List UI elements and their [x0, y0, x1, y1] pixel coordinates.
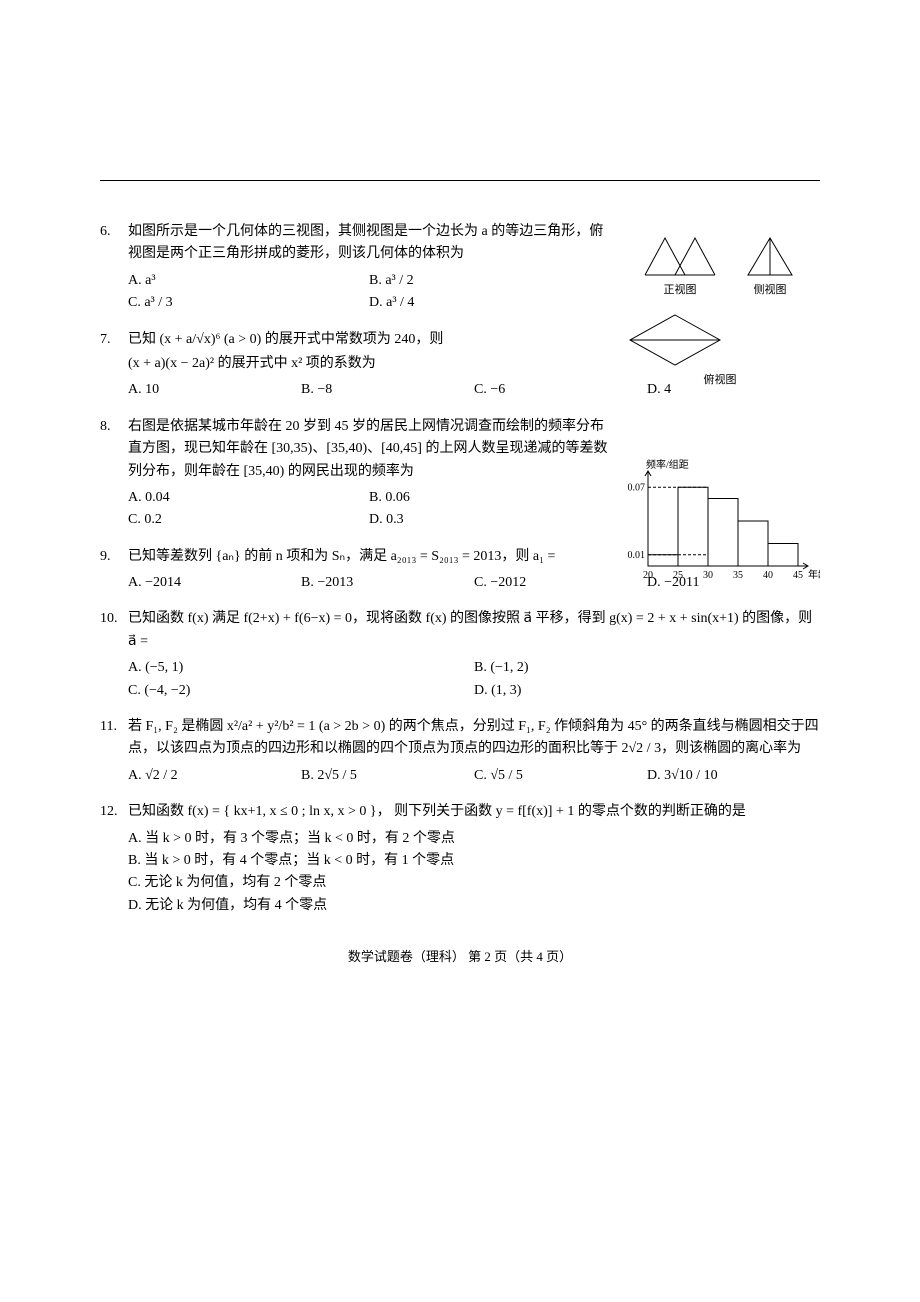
side-view-svg [740, 230, 800, 280]
question-text: 右图是依据某城市年龄在 20 岁到 45 岁的居民上网情况调查而绘制的频率分布直… [128, 416, 610, 483]
options: A. (−5, 1)B. (−1, 2)C. (−4, −2)D. (1, 3) [128, 657, 820, 702]
options: A. 0.04B. 0.06C. 0.2D. 0.3 [128, 487, 610, 532]
option: D. a³ / 4 [369, 292, 610, 314]
option: A. √2 / 2 [128, 765, 301, 787]
option: B. a³ / 2 [369, 270, 610, 292]
question-text: 若 F₁, F₂ 是椭圆 x²/a² + y²/b² = 1 (a > 2b >… [128, 716, 820, 761]
option: C. (−4, −2) [128, 680, 474, 702]
figure-three-views: 正视图 侧视图 俯视图 [620, 230, 820, 389]
option: B. −8 [301, 379, 474, 401]
question-number: 9. [100, 546, 128, 595]
option: C. 0.2 [128, 509, 369, 531]
option: A. 0.04 [128, 487, 369, 509]
svg-text:40: 40 [763, 570, 773, 581]
options: A. √2 / 2B. 2√5 / 5C. √5 / 5D. 3√10 / 10 [128, 765, 820, 787]
option: C. √5 / 5 [474, 765, 647, 787]
options: A. a³B. a³ / 2C. a³ / 3D. a³ / 4 [128, 270, 610, 315]
histogram-svg: 频率/组距 0.01 0.07 20 25 30 35 40 45 年龄 [620, 458, 820, 588]
question-body: 若 F₁, F₂ 是椭圆 x²/a² + y²/b² = 1 (a > 2b >… [128, 716, 820, 787]
option: A. (−5, 1) [128, 657, 474, 679]
question-text: 如图所示是一个几何体的三视图，其侧视图是一个边长为 a 的等边三角形，俯视图是两… [128, 221, 610, 266]
figure-histogram: 频率/组距 0.01 0.07 20 25 30 35 40 45 年龄 [620, 458, 820, 588]
side-view-label: 侧视图 [740, 282, 800, 300]
option: A. a³ [128, 270, 369, 292]
option: B. 2√5 / 5 [301, 765, 474, 787]
question: 11.若 F₁, F₂ 是椭圆 x²/a² + y²/b² = 1 (a > 2… [100, 716, 820, 787]
option: D. 3√10 / 10 [647, 765, 820, 787]
option: C. 无论 k 为何值，均有 2 个零点 [128, 872, 820, 894]
question-number: 12. [100, 801, 128, 917]
svg-text:30: 30 [703, 570, 713, 581]
question-text: 已知函数 f(x) 满足 f(2+x) + f(6−x) = 0，现将函数 f(… [128, 608, 820, 653]
svg-text:0.01: 0.01 [628, 550, 646, 561]
question-number: 8. [100, 416, 128, 532]
svg-text:20: 20 [643, 570, 653, 581]
question-number: 7. [100, 329, 128, 402]
front-view-label: 正视图 [640, 282, 720, 300]
question-text: 已知函数 f(x) = { kx+1, x ≤ 0 ; ln x, x > 0 … [128, 801, 820, 823]
top-view-label: 俯视图 [620, 372, 820, 390]
options: A. 当 k > 0 时，有 3 个零点；当 k < 0 时，有 2 个零点B.… [128, 828, 820, 918]
option: C. a³ / 3 [128, 292, 369, 314]
option: D. (1, 3) [474, 680, 820, 702]
question: 10.已知函数 f(x) 满足 f(2+x) + f(6−x) = 0，现将函数… [100, 608, 820, 702]
front-view-svg [640, 230, 720, 280]
option: A. 当 k > 0 时，有 3 个零点；当 k < 0 时，有 2 个零点 [128, 828, 820, 850]
svg-text:0.07: 0.07 [628, 482, 646, 493]
svg-text:年龄: 年龄 [808, 568, 820, 581]
question-number: 6. [100, 221, 128, 315]
option: D. 0.3 [369, 509, 610, 531]
question-number: 11. [100, 716, 128, 787]
option: B. 当 k > 0 时，有 4 个零点；当 k < 0 时，有 1 个零点 [128, 850, 820, 872]
option: B. (−1, 2) [474, 657, 820, 679]
option: B. −2013 [301, 572, 474, 594]
question-body: 已知函数 f(x) 满足 f(2+x) + f(6−x) = 0，现将函数 f(… [128, 608, 820, 702]
option: B. 0.06 [369, 487, 610, 509]
top-rule [100, 180, 820, 181]
svg-text:45: 45 [793, 570, 803, 581]
top-view-svg [620, 310, 730, 370]
option: A. −2014 [128, 572, 301, 594]
svg-text:35: 35 [733, 570, 743, 581]
svg-text:25: 25 [673, 570, 683, 581]
question-body: 已知函数 f(x) = { kx+1, x ≤ 0 ; ln x, x > 0 … [128, 801, 820, 917]
option: A. 10 [128, 379, 301, 401]
option: D. 无论 k 为何值，均有 4 个零点 [128, 895, 820, 917]
question-number: 10. [100, 608, 128, 702]
page-footer: 数学试题卷（理科） 第 2 页（共 4 页） [100, 947, 820, 968]
question: 12.已知函数 f(x) = { kx+1, x ≤ 0 ; ln x, x >… [100, 801, 820, 917]
svg-text:频率/组距: 频率/组距 [646, 458, 689, 471]
